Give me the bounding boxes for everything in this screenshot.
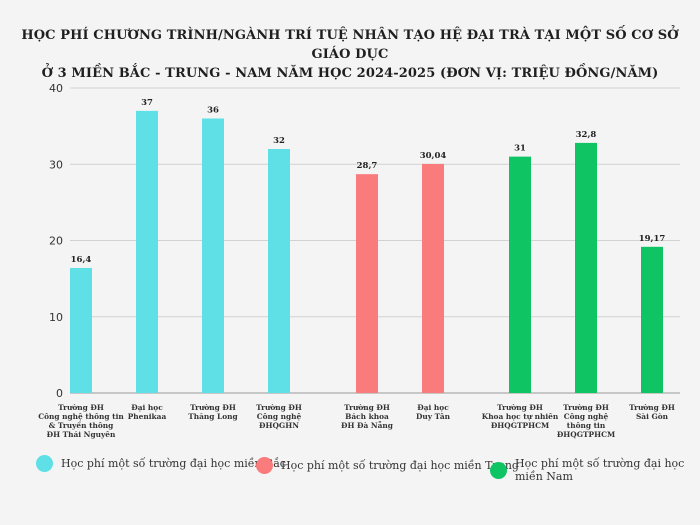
legend-swatch-central [256, 457, 273, 474]
legend-label-north: Học phí một số trường đại học miền Bắc [61, 457, 286, 470]
data-label: 37 [141, 98, 153, 108]
legend-swatch-north [36, 455, 53, 472]
x-tick-label: thông tin [567, 421, 606, 430]
legend-item-north: Học phí một số trường đại học miền Bắc [36, 455, 286, 472]
y-tick-label: 30 [49, 158, 63, 171]
x-tick-label: Duy Tân [416, 412, 451, 421]
x-tick-label: ĐHQGTPHCM [491, 421, 549, 430]
data-label: 32,8 [576, 130, 597, 140]
x-tick-label: Đại học [131, 403, 163, 412]
x-tick-label: Thăng Long [188, 412, 237, 421]
x-tick-label: Công nghệ thông tin [38, 412, 124, 421]
bar-8 [641, 246, 663, 393]
chart-title: HỌC PHÍ CHƯƠNG TRÌNH/NGÀNH TRÍ TUỆ NHÂN … [0, 26, 700, 83]
x-tick-label: Công nghệ [564, 412, 609, 421]
bar-5 [422, 163, 444, 393]
x-tick-label: Công nghệ [257, 412, 302, 421]
bar-0 [70, 267, 92, 393]
data-label: 36 [207, 106, 219, 116]
data-label: 32 [273, 136, 285, 146]
x-tick-label: ĐHQGTPHCM [557, 430, 615, 439]
x-tick-label: Trường ĐH [563, 403, 609, 412]
x-tick-label: Trường ĐH [190, 403, 236, 412]
x-tick-label: ĐH Thái Nguyên [47, 430, 116, 439]
chart-title-line-1: HỌC PHÍ CHƯƠNG TRÌNH/NGÀNH TRÍ TUỆ NHÂN … [21, 28, 679, 62]
y-tick-label: 20 [49, 235, 63, 248]
x-tick-label: & Truyền thông [49, 421, 114, 430]
chart-title-line-2: Ở 3 MIỀN BẮC - TRUNG - NAM NĂM HỌC 2024-… [41, 66, 659, 81]
legend-item-south: Học phí một số trường đại học miền Nam [490, 457, 700, 483]
x-tick-label: Trường ĐH [256, 403, 302, 412]
x-tick-label: ĐHQGHN [259, 421, 299, 430]
x-tick-label: Trường ĐH [344, 403, 390, 412]
x-tick-label: Khoa học tự nhiên [482, 412, 559, 421]
x-tick-label: Sài Gòn [636, 412, 669, 421]
x-tick-label: Phenikaa [128, 412, 167, 421]
legend-item-central: Học phí một số trường đại học miền Trung [256, 457, 519, 474]
data-label: 30,04 [420, 151, 447, 161]
x-tick-label: Trường ĐH [497, 403, 543, 412]
x-tick-label: ĐH Đà Nẵng [341, 421, 393, 430]
y-tick-label: 40 [49, 82, 63, 95]
data-label: 16,4 [71, 255, 92, 265]
legend-label-south: Học phí một số trường đại học miền Nam [515, 457, 685, 483]
bar-2 [202, 118, 224, 393]
x-tick-label: Trường ĐH [629, 403, 675, 412]
legend-label-central: Học phí một số trường đại học miền Trung [281, 459, 519, 472]
x-tick-label: Trường ĐH [58, 403, 104, 412]
bar-3 [268, 149, 290, 393]
bar-1 [136, 110, 158, 393]
bar-6 [509, 156, 531, 393]
x-tick-label: Đại học [417, 403, 449, 412]
legend-swatch-south [490, 461, 507, 479]
y-tick-label: 10 [49, 311, 63, 324]
bar-4 [356, 174, 378, 393]
y-tick-label: 0 [56, 387, 63, 400]
bar-7 [575, 142, 597, 393]
data-label: 28,7 [357, 161, 378, 171]
data-label: 31 [514, 144, 526, 154]
x-tick-label: Bách khoa [345, 412, 389, 421]
data-label: 19,17 [639, 234, 666, 244]
